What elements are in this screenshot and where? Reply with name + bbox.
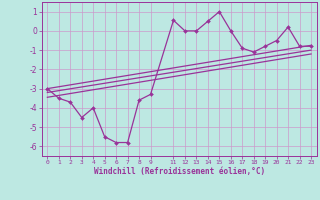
X-axis label: Windchill (Refroidissement éolien,°C): Windchill (Refroidissement éolien,°C) [94,167,265,176]
